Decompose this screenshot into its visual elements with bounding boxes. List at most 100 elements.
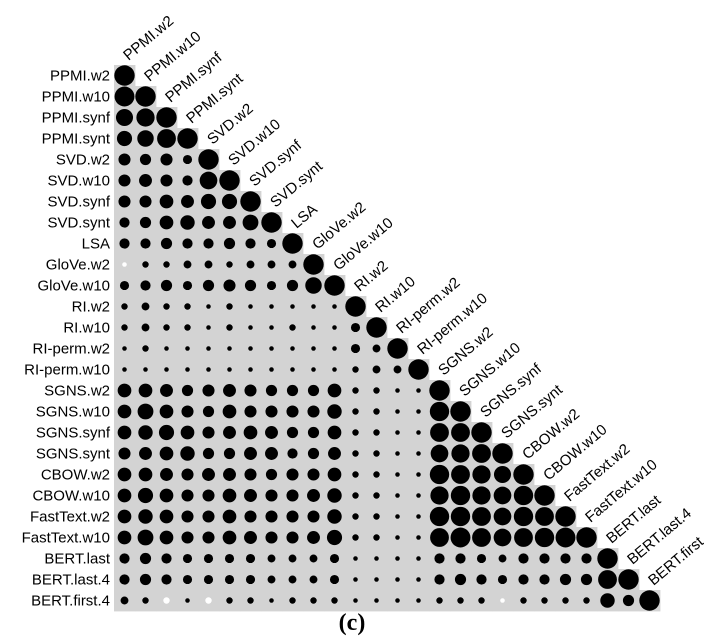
row-label-ppmi-w10: PPMI.w10 — [42, 89, 110, 106]
correlation-dot-fasttext-w10-ri-perm-w2 — [395, 535, 400, 540]
correlation-dot-glove-w10-ppmi-w10 — [140, 280, 151, 291]
correlation-dot-sgns-synt-lsa — [287, 448, 298, 459]
correlation-dot-sgns-synt-ppmi-w2 — [118, 447, 131, 460]
correlation-dot-sgns-w10-svd-synt — [265, 405, 278, 418]
correlation-dot-ri-perm-w2-svd-w10 — [227, 346, 232, 351]
correlation-dot-cbow-w2-cbow-w2 — [513, 464, 534, 485]
correlation-dot-bert-first-4-fasttext-w2 — [562, 597, 569, 604]
correlation-dot-ppmi-synf-ppmi-synf — [156, 107, 177, 128]
correlation-dot-fasttext-w10-sgns-w10 — [450, 527, 471, 548]
correlation-dot-ppmi-synt-ppmi-synt — [177, 128, 198, 149]
correlation-dot-bert-last-4-sgns-w2 — [434, 574, 445, 585]
correlation-dot-sgns-w10-svd-synf — [244, 405, 257, 418]
correlation-dot-svd-w10-ppmi-w2 — [118, 174, 131, 187]
correlation-dot-fasttext-w2-ppmi-w2 — [117, 509, 132, 524]
correlation-dot-fasttext-w2-ri-w10 — [373, 513, 380, 520]
row-label-cbow-w2: CBOW.w2 — [41, 467, 110, 484]
correlation-dot-bert-last-glove-w10 — [329, 553, 340, 564]
correlation-dot-fasttext-w2-svd-synt — [265, 510, 278, 523]
correlation-dot-bert-last-4-svd-synf — [245, 574, 256, 585]
correlation-dot-bert-last-4-svd-w2 — [203, 574, 214, 585]
correlation-dot-fasttext-w2-ppmi-synt — [181, 510, 194, 523]
correlation-dot-bert-first-4-sgns-synt — [500, 598, 505, 603]
correlation-dot-fasttext-w10-cbow-w10 — [534, 527, 555, 548]
correlation-dot-ri-perm-w10-svd-w2 — [206, 367, 211, 372]
correlation-dot-sgns-w2-svd-synf — [244, 384, 257, 397]
correlation-dot-fasttext-w2-svd-synf — [244, 510, 257, 523]
correlation-dot-ri-w10-ppmi-w2 — [121, 324, 128, 331]
correlation-dot-sgns-synt-ppmi-synf — [159, 446, 174, 461]
correlation-dot-cbow-w10-sgns-synt — [493, 486, 512, 505]
correlation-dot-cbow-w10-svd-w10 — [222, 488, 237, 503]
correlation-dot-glove-w10-lsa — [286, 279, 299, 292]
correlation-dot-fasttext-w2-ppmi-w10 — [138, 509, 153, 524]
correlation-dot-sgns-w2-sgns-w2 — [429, 380, 450, 401]
correlation-dot-cbow-w10-cbow-w2 — [513, 485, 534, 506]
correlation-dot-cbow-w10-ri-perm-w2 — [395, 493, 400, 498]
correlation-dot-bert-first-4-lsa — [289, 597, 296, 604]
correlation-dot-fasttext-w10-fasttext-w10 — [576, 527, 597, 548]
row-labels: PPMI.w2 PPMI.w10 PPMI.synf PPMI.synt SVD.w2 S… — [22, 68, 111, 610]
correlation-dot-cbow-w2-glove-w2 — [307, 468, 320, 481]
correlation-dot-glove-w2-glove-w2 — [303, 254, 324, 275]
correlation-dot-fasttext-w10-svd-w10 — [222, 530, 237, 545]
correlation-dot-bert-last-fasttext-w2 — [560, 553, 571, 564]
correlation-dot-glove-w2-svd-synt — [267, 260, 276, 269]
row-label-ri-w10: RI.w10 — [63, 320, 110, 337]
correlation-dot-cbow-w10-svd-synt — [265, 489, 278, 502]
correlation-dot-sgns-w2-ppmi-w10 — [138, 383, 153, 398]
correlation-dot-bert-last-4-lsa — [288, 575, 297, 584]
correlation-dot-cbow-w2-ri-w2 — [352, 471, 359, 478]
row-label-ri-perm-w10: RI-perm.w10 — [24, 362, 110, 379]
correlation-dot-bert-last-svd-synf — [245, 553, 256, 564]
correlation-dot-glove-w2-ppmi-synt — [183, 260, 192, 269]
correlation-dot-lsa-svd-synt — [266, 238, 277, 249]
correlation-dot-ppmi-synt-ppmi-synf — [157, 129, 176, 148]
correlation-dot-ri-perm-w2-svd-synt — [269, 346, 274, 351]
correlation-dot-bert-last-sgns-w2 — [434, 553, 445, 564]
correlation-dot-bert-first-4-ppmi-w2 — [120, 596, 129, 605]
correlation-dot-fasttext-w10-svd-w2 — [202, 531, 215, 544]
correlation-dot-ri-perm-w10-ri-w2 — [352, 366, 359, 373]
correlation-dot-sgns-w2-ri-w2 — [352, 387, 359, 394]
correlation-dot-cbow-w10-lsa — [286, 489, 299, 502]
correlation-dots — [114, 65, 660, 611]
correlation-dot-glove-w2-ppmi-w2 — [122, 262, 127, 267]
correlation-dot-glove-w2-svd-w2 — [204, 260, 213, 269]
correlation-dot-svd-w10-ppmi-w10 — [139, 174, 152, 187]
correlation-dot-bert-first-4-cbow-w10 — [541, 597, 548, 604]
correlation-dot-cbow-w2-ppmi-w10 — [138, 467, 153, 482]
correlation-dot-ri-perm-w2-ppmi-synt — [185, 346, 190, 351]
correlation-dot-sgns-synf-sgns-w2 — [430, 423, 449, 442]
correlation-dot-bert-last-4-ppmi-w2 — [119, 574, 130, 585]
row-label-sgns-w10: SGNS.w10 — [36, 404, 110, 421]
correlation-dot-ri-w10-glove-w2 — [311, 325, 316, 330]
correlation-dot-bert-last-4-bert-last — [598, 570, 617, 589]
correlation-dot-ri-perm-w2-glove-w2 — [311, 346, 316, 351]
correlation-dot-bert-first-4-fasttext-w10 — [583, 597, 590, 604]
correlation-dot-cbow-w2-svd-synf — [244, 468, 257, 481]
correlation-dot-sgns-w10-lsa — [286, 405, 299, 418]
correlation-dot-fasttext-w2-svd-w2 — [202, 510, 215, 523]
correlation-dot-ri-w10-ppmi-synt — [184, 324, 191, 331]
correlation-dot-sgns-synf-svd-w10 — [223, 426, 236, 439]
correlation-dot-ri-w10-ppmi-w10 — [141, 323, 150, 332]
correlation-dot-cbow-w10-ri-w10 — [373, 492, 380, 499]
correlation-dot-sgns-synt-ri-perm-w2 — [395, 451, 400, 456]
row-label-cbow-w10: CBOW.w10 — [32, 488, 110, 505]
correlation-dot-ri-perm-w10-svd-synf — [248, 367, 253, 372]
correlation-dot-ppmi-w10-ppmi-w10 — [135, 86, 156, 107]
correlation-dot-svd-w2-ppmi-synf — [160, 153, 173, 166]
correlation-dot-bert-last-sgns-w10 — [455, 553, 466, 564]
correlation-dot-sgns-w10-ppmi-w2 — [117, 404, 132, 419]
correlation-dot-glove-w10-ppmi-w2 — [119, 280, 130, 291]
row-label-ri-w2: RI.w2 — [72, 299, 110, 316]
correlation-dot-cbow-w2-sgns-w2 — [429, 464, 450, 485]
correlation-dot-sgns-synf-ppmi-synf — [158, 424, 175, 441]
correlation-dot-bert-last-sgns-synf — [476, 553, 487, 564]
correlation-dot-cbow-w2-ri-w10 — [373, 471, 380, 478]
correlation-dot-sgns-synf-lsa — [286, 426, 299, 439]
correlation-dot-ppmi-synf-ppmi-w2 — [115, 108, 134, 127]
row-label-ppmi-w2: PPMI.w2 — [50, 68, 110, 85]
correlation-dot-sgns-synt-svd-synf — [244, 447, 257, 460]
